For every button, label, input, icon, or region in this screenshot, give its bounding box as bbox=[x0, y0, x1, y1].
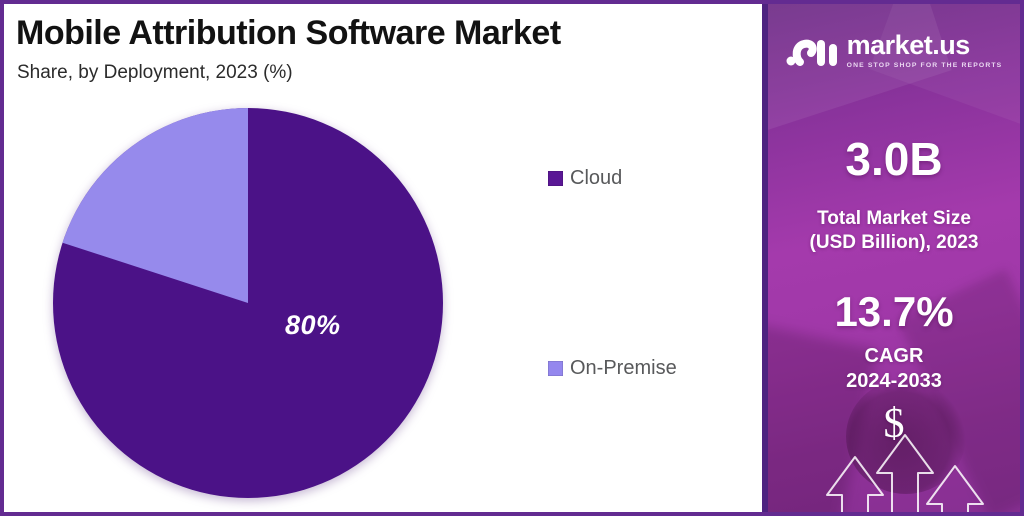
growth-arrow-middle-icon bbox=[876, 434, 934, 512]
dollar-icon: $ bbox=[883, 401, 905, 447]
market-size-label: Total Market Size (USD Billion), 2023 bbox=[768, 207, 1020, 255]
page-title: Mobile Attribution Software Market bbox=[16, 14, 561, 52]
legend-swatch-on-premise-icon bbox=[548, 361, 563, 376]
brand-sidebar: market.us ONE STOP SHOP FOR THE REPORTS … bbox=[762, 4, 1020, 512]
legend-swatch-cloud-icon bbox=[548, 171, 563, 186]
legend-label-on-premise: On-Premise bbox=[570, 357, 677, 379]
market-size-label-line2: (USD Billion), 2023 bbox=[809, 231, 979, 253]
marketus-logo-icon bbox=[786, 39, 837, 66]
chart-panel: Mobile Attribution Software Market Share… bbox=[4, 4, 762, 512]
pie-slice-on-premise bbox=[62, 108, 248, 303]
market-size-label-line1: Total Market Size bbox=[817, 208, 971, 229]
cagr-label-line2: 2024-2033 bbox=[846, 370, 942, 392]
cagr-label: CAGR 2024-2033 bbox=[768, 344, 1020, 394]
brand-tagline: ONE STOP SHOP FOR THE REPORTS bbox=[846, 62, 1003, 69]
brand-logo: market.us ONE STOP SHOP FOR THE REPORTS bbox=[768, 32, 1020, 70]
legend-item-cloud: Cloud bbox=[548, 167, 622, 190]
pie-data-label: 80% bbox=[285, 310, 341, 340]
brand-logo-text-block: market.us ONE STOP SHOP FOR THE REPORTS bbox=[846, 30, 1003, 70]
growth-arrows-icon bbox=[826, 434, 984, 512]
pie-chart bbox=[53, 108, 443, 498]
growth-arrow-left-icon bbox=[826, 456, 884, 512]
market-size-value: 3.0B bbox=[845, 133, 943, 185]
legend-item-on-premise: On-Premise bbox=[548, 357, 677, 380]
legend-label-cloud: Cloud bbox=[570, 167, 623, 189]
growth-arrow-right-icon bbox=[926, 465, 984, 512]
chart-subtitle: Share, by Deployment, 2023 (%) bbox=[17, 62, 293, 83]
brand-logo-text: market.us bbox=[846, 30, 971, 60]
cagr-label-line1: CAGR bbox=[864, 345, 924, 367]
cagr-value: 13.7% bbox=[834, 288, 954, 335]
